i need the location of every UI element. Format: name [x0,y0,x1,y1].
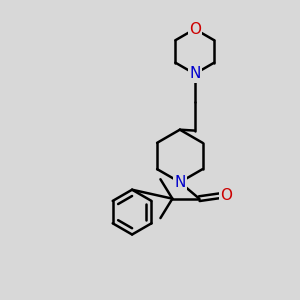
Text: O: O [220,188,232,203]
Text: O: O [189,22,201,37]
Text: N: N [174,175,185,190]
Text: N: N [189,66,200,81]
